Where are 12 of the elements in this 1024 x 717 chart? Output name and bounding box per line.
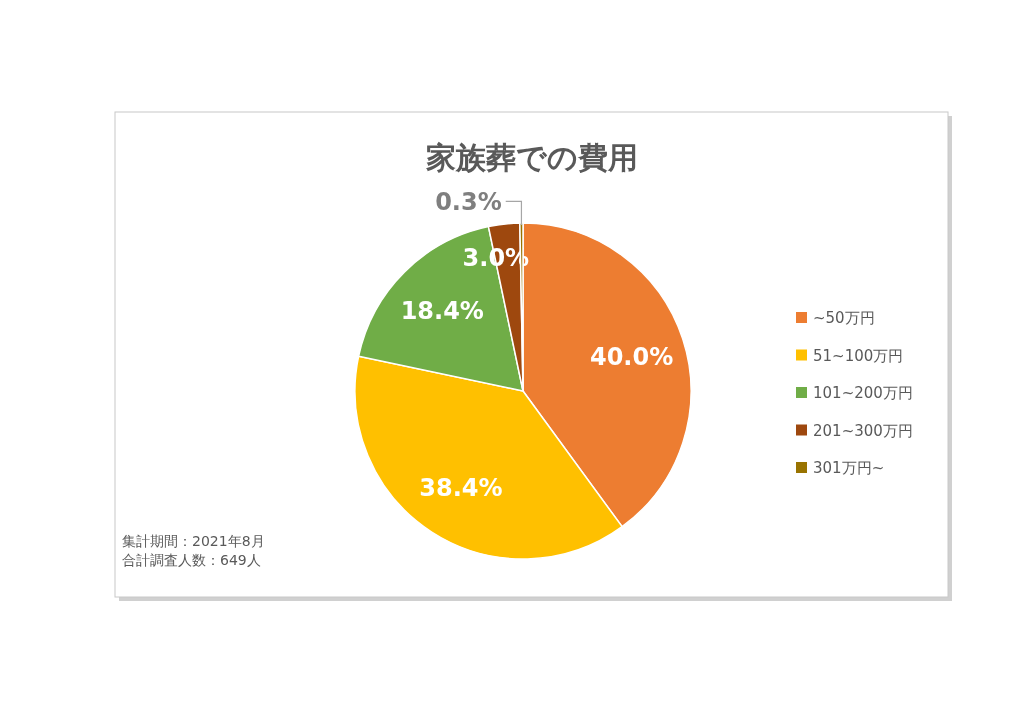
chart-title: 家族葬での費用 — [426, 140, 638, 175]
data-label: 18.4% — [400, 297, 484, 326]
data-label: 40.0% — [589, 342, 674, 371]
data-label: 38.4% — [419, 473, 503, 502]
legend-label: 101~200万円 — [813, 384, 913, 402]
legend-label: 301万円~ — [813, 459, 885, 477]
legend-label: 201~300万円 — [813, 421, 913, 440]
text: 合計調査人数：649人 — [122, 552, 261, 568]
data-label: 0.3% — [435, 188, 502, 217]
legend-label: 51~100万円 — [813, 346, 904, 365]
text: 集計期間：2021年8月 — [122, 533, 265, 549]
legend-label: ~50万円 — [813, 309, 875, 327]
